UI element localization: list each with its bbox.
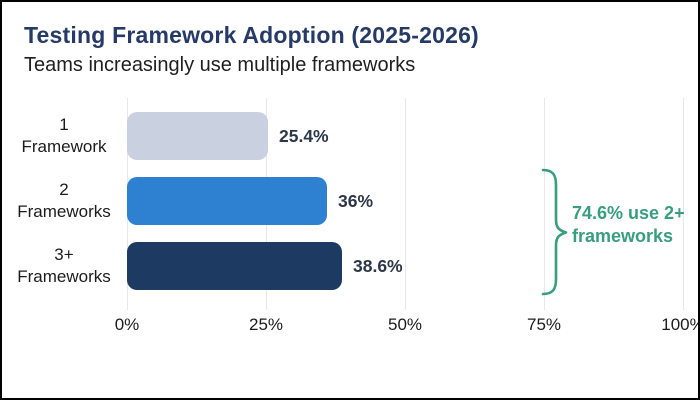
page-subtitle: Teams increasingly use multiple framewor… bbox=[24, 54, 416, 76]
value-label-2-frameworks: 36% bbox=[338, 190, 374, 211]
x-axis-tick-100pct: 100% bbox=[661, 315, 698, 334]
gridline-50pct bbox=[405, 98, 406, 310]
brace-icon bbox=[541, 168, 568, 296]
value-label-3-frameworks: 38.6% bbox=[353, 255, 403, 276]
annotation-line-2: frameworks bbox=[572, 226, 674, 246]
gridline-75pct bbox=[544, 98, 545, 310]
x-axis-tick-25pct: 25% bbox=[248, 315, 284, 334]
category-label-2-frameworks: 2 Frameworks bbox=[17, 180, 111, 221]
category-label-3-frameworks: 3+ Frameworks bbox=[17, 245, 111, 286]
x-axis-tick-0pct: 0% bbox=[114, 315, 140, 334]
x-axis-tick-50pct: 50% bbox=[387, 315, 423, 334]
annotation-text: 74.6% use 2+ frameworks bbox=[572, 202, 685, 248]
annotation-line-1: 74.6% use 2+ bbox=[572, 203, 685, 223]
page-title: Testing Framework Adoption (2025-2026) bbox=[24, 22, 479, 48]
bar-1-framework bbox=[127, 112, 268, 160]
gridline-100pct bbox=[683, 98, 684, 310]
bar-3-frameworks bbox=[127, 242, 342, 290]
value-label-1-framework: 25.4% bbox=[279, 125, 329, 146]
x-axis-tick-75pct: 75% bbox=[526, 315, 562, 334]
bar-2-frameworks bbox=[127, 177, 327, 225]
category-label-1-framework: 1 Framework bbox=[21, 115, 107, 156]
